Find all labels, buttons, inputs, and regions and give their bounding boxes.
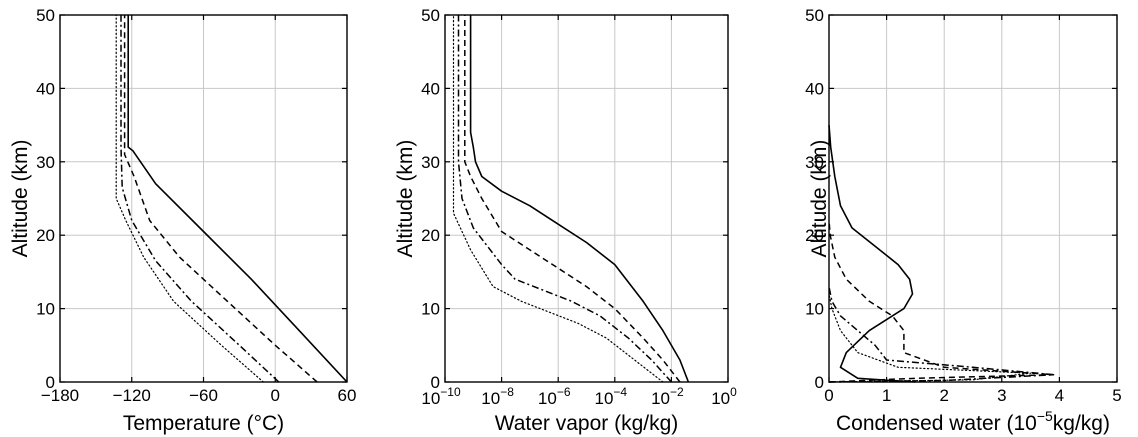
condensed-water-x-tick-label: 3 xyxy=(997,386,1006,405)
temperature-y-tick-label: 30 xyxy=(36,153,55,172)
condensed-water-series-dashdot xyxy=(828,286,1055,383)
condensed-water-y-tick-label: 50 xyxy=(805,6,824,25)
temperature-panel: −180 −120 −60 0 60 0 10 20 30 40 50 Temperature (°C… xyxy=(9,6,356,435)
water-vapor-y-tick-label: 30 xyxy=(421,153,440,172)
condensed-water-x-tick-label: 4 xyxy=(1055,386,1064,405)
temperature-x-tick-label: 60 xyxy=(338,386,357,405)
temperature-y-tick-label: 0 xyxy=(46,373,55,392)
condensed-water-series-solid xyxy=(828,125,916,383)
temperature-series-dashdot xyxy=(120,15,280,383)
water-vapor-series-solid xyxy=(469,15,690,383)
water-vapor-y-tick-label: 40 xyxy=(421,79,440,98)
temperature-y-tick-label: 20 xyxy=(36,226,55,245)
condensed-water-y-tick-label: 20 xyxy=(805,226,824,245)
condensed-water-y-axis-label: Altitude (km) xyxy=(808,140,831,258)
water-vapor-x-tick-label: 10−2 xyxy=(651,385,684,408)
water-vapor-x-tick-label: 10−6 xyxy=(538,385,571,408)
condensed-water-x-tick-label: 0 xyxy=(824,386,833,405)
temperature-series-solid xyxy=(127,15,348,383)
condensed-water-axes-frame xyxy=(828,14,1118,383)
water-vapor-x-tick-label: 10−10 xyxy=(421,385,461,408)
water-vapor-series-dashdot xyxy=(457,15,672,383)
water-vapor-x-tick-label: 10−4 xyxy=(594,385,627,408)
condensed-water-y-tick-label: 10 xyxy=(805,300,824,319)
water-vapor-y-axis-label: Altitude (km) xyxy=(394,140,417,258)
condensed-water-x-tick-label: 2 xyxy=(939,386,948,405)
temperature-x-tick-label: 0 xyxy=(271,386,280,405)
temperature-y-tick-label: 10 xyxy=(36,300,55,319)
water-vapor-x-axis-label: Water vapor (kg/kg) xyxy=(495,412,679,435)
water-vapor-x-tick-label: 100 xyxy=(711,385,737,408)
temperature-x-tick-label: −180 xyxy=(41,386,79,405)
temperature-x-tick-label: −60 xyxy=(189,386,218,405)
condensed-water-series-dotted xyxy=(828,293,1032,383)
temperature-y-tick-label: 40 xyxy=(36,79,55,98)
condensed-water-series-dashed xyxy=(828,220,1055,383)
water-vapor-y-tick-label: 0 xyxy=(431,373,440,392)
temperature-x-axis-label: Temperature (°C) xyxy=(123,412,284,435)
condensed-water-y-tick-label: 30 xyxy=(805,153,824,172)
temperature-y-axis-label: Altitude (km) xyxy=(9,140,32,258)
temperature-y-tick-label: 50 xyxy=(36,6,55,25)
water-vapor-axes-frame xyxy=(444,14,729,383)
water-vapor-panel: 10−10 10−8 10−6 10−4 10−2 100 0 10 20 30 40 50 Water… xyxy=(394,6,737,435)
water-vapor-y-tick-label: 50 xyxy=(421,6,440,25)
water-vapor-x-tick-label: 10−8 xyxy=(481,385,514,408)
condensed-water-x-tick-label: 1 xyxy=(882,386,891,405)
condensed-water-y-tick-label: 0 xyxy=(815,373,824,392)
temperature-x-tick-label: −120 xyxy=(113,386,151,405)
condensed-water-y-tick-label: 40 xyxy=(805,79,824,98)
water-vapor-y-tick-label: 20 xyxy=(421,226,440,245)
condensed-water-x-tick-label: 5 xyxy=(1112,386,1121,405)
temperature-series-dotted xyxy=(115,14,264,383)
water-vapor-y-tick-label: 10 xyxy=(421,300,440,319)
condensed-water-x-axis-label: Condensed water (10−5kg/kg) xyxy=(836,408,1110,435)
water-vapor-series-dashed xyxy=(464,15,681,383)
water-vapor-series-dotted xyxy=(452,14,664,383)
temperature-series-dashed xyxy=(123,15,318,383)
